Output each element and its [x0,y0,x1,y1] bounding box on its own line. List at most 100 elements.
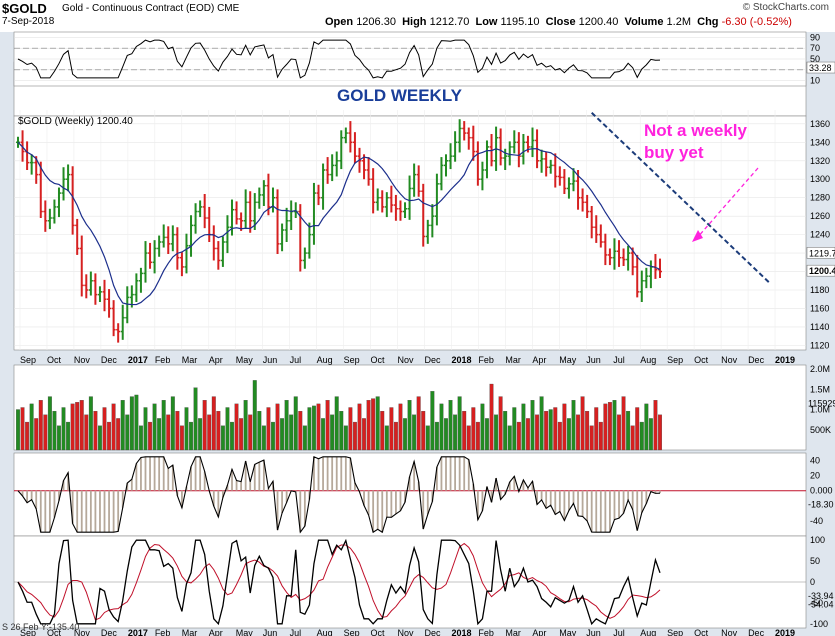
brand-label: © StockCharts.com [742,2,829,13]
volume-bar [152,403,157,451]
price-bar [444,154,448,177]
rsi-line [17,39,661,79]
price-bar [362,154,367,180]
price-bar [612,238,617,270]
price-bar [170,225,175,252]
volume-bar [339,410,344,451]
oscillator-tick-label: 20 [810,471,820,481]
price-bar [498,128,503,166]
x-tick-label: 2018 [451,355,471,365]
price-bar [248,191,253,233]
volume-bar [47,396,52,451]
x-tick-label: Jun [263,628,278,636]
volume-bar [412,414,417,451]
price-bar [471,125,476,161]
volume-bar [576,414,580,451]
volume-bar [84,414,89,451]
x-tick-label: Apr [532,355,546,365]
volume-bar [248,414,253,451]
volume-bar [166,414,171,451]
momentum-tick-label: 50 [810,556,820,566]
volume-bar [648,418,653,451]
price-bar [107,289,112,318]
volume-bar [120,400,125,451]
volume-bar [57,425,61,451]
price-bar [375,188,380,211]
volume-bar [594,407,599,451]
volume-bar [526,418,530,451]
x-tick-label: Oct [371,628,386,636]
volume-bar [598,421,603,451]
x-tick-label: Feb [478,628,494,636]
momentum-line [17,538,661,626]
volume-bar [79,400,84,451]
price-bar [311,182,316,245]
price-bar [43,200,48,232]
volume-bar [321,418,326,451]
price-bar [75,218,80,255]
volume-bar [393,421,398,451]
x-tick-label: Nov [721,628,738,636]
price-bar [348,121,353,153]
price-bar [371,168,376,214]
price-bar [453,131,458,162]
x-tick-label: Sep [667,355,683,365]
volume-bar [220,425,225,451]
x-tick-label: Jul [290,628,302,636]
x-tick-label: Jun [586,628,601,636]
chart-header: $GOLD Gold - Continuous Contract (EOD) C… [0,0,835,30]
volume-bar [66,421,71,451]
price-bar [512,130,517,154]
volume-bar [207,414,212,451]
price-bar [70,166,75,235]
x-tick-label: Nov [721,355,738,365]
x-tick-label: Mar [182,628,198,636]
rsi-last-label: 33.28 [809,63,832,73]
price-tick-label: 1360 [810,119,830,129]
volume-bar [362,418,366,451]
price-bar [280,223,285,252]
price-bar [421,183,426,247]
price-bar [321,163,326,210]
price-bar [548,159,553,174]
volume-bar [16,409,20,451]
volume-bar [407,400,412,451]
x-tick-label: Jun [586,355,601,365]
annotation-arrow [696,167,759,239]
price-bar [175,227,180,270]
price-bar [189,215,194,257]
price-bar [161,224,166,248]
rsi-tick-label: 90 [810,32,820,42]
description-label: Gold - Continuous Contract (EOD) CME [62,3,240,14]
x-tick-label: Feb [478,355,494,365]
price-bar [148,242,153,269]
volume-bar [635,407,640,451]
price-bar [243,189,248,229]
price-bar [480,161,485,191]
volume-bar [284,400,289,451]
x-tick-label: 2017 [128,628,148,636]
volume-bar [261,425,266,451]
price-bar [566,177,571,199]
volume-bar [434,421,439,451]
x-tick-label: 2019 [775,628,795,636]
price-bar [261,180,266,206]
volume-bar [366,400,371,451]
volume-bar [116,418,121,451]
x-tick-label: May [559,628,577,636]
panel-price [13,115,807,351]
volume-bar [138,425,143,451]
price-bar [398,200,403,221]
momentum-signal-line [17,542,661,621]
volume-bar [462,410,467,451]
quote-readout: Open 1206.30 High 1212.70 Low 1195.10 Cl… [325,16,792,28]
volume-bar [494,414,499,451]
price-bar [202,194,207,229]
x-tick-label: Aug [640,628,656,636]
volume-bar [653,400,658,451]
x-tick-label: Dec [424,355,441,365]
volume-bar [216,410,221,451]
x-tick-label: Mar [505,628,521,636]
volume-bar [612,400,617,451]
volume-bar [307,407,312,451]
